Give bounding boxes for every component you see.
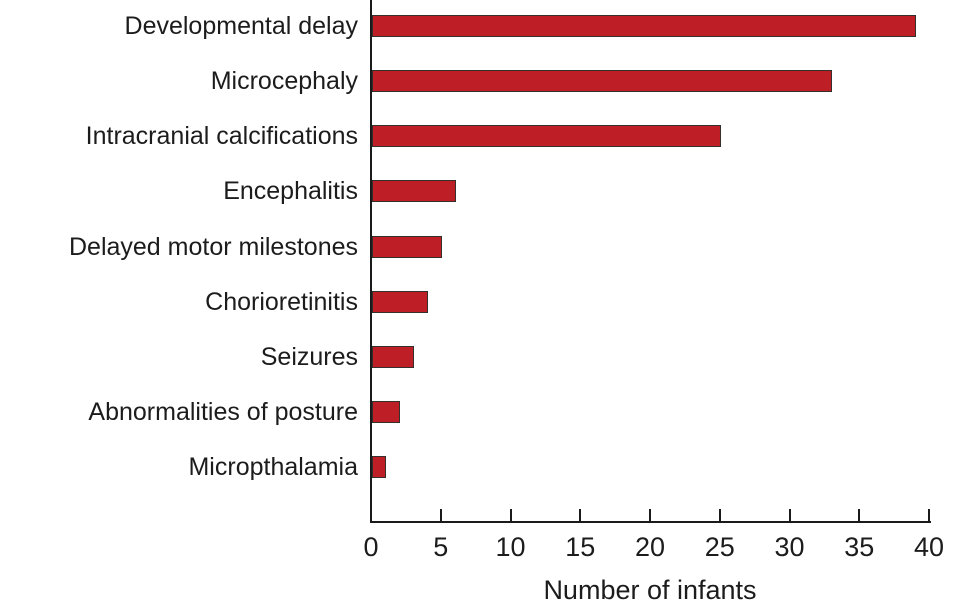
x-tick-label: 40 bbox=[913, 532, 945, 562]
category-label: Seizures bbox=[260, 342, 358, 371]
x-axis-line bbox=[370, 521, 931, 523]
x-tick-label: 15 bbox=[565, 532, 596, 562]
category-label: Abnormalities of posture bbox=[88, 397, 358, 426]
x-tick-label: 0 bbox=[363, 532, 379, 562]
category-label: Encephalitis bbox=[223, 177, 358, 206]
category-label: Delayed motor milestones bbox=[68, 232, 358, 261]
x-tick bbox=[718, 509, 721, 522]
category-label: Intracranial calcifications bbox=[85, 122, 358, 151]
x-tick bbox=[509, 509, 512, 522]
bar bbox=[372, 345, 414, 368]
x-tick-label: 10 bbox=[495, 532, 526, 562]
x-tick bbox=[649, 509, 651, 522]
category-label: Developmental delay bbox=[124, 12, 358, 40]
bar bbox=[372, 235, 442, 258]
bar bbox=[372, 70, 833, 93]
bar bbox=[372, 125, 721, 148]
x-tick-label: 5 bbox=[433, 532, 449, 562]
category-label: Micropthalamia bbox=[188, 453, 358, 481]
bar bbox=[372, 290, 428, 313]
bar bbox=[372, 180, 456, 203]
x-tick-label: 25 bbox=[704, 532, 735, 562]
x-tick bbox=[439, 509, 442, 522]
x-tick bbox=[928, 509, 930, 522]
x-tick-label: 20 bbox=[634, 532, 666, 562]
bar bbox=[372, 400, 400, 423]
bar bbox=[372, 15, 917, 37]
y-axis-line bbox=[370, 0, 372, 523]
x-tick bbox=[858, 509, 861, 522]
x-tick bbox=[370, 509, 372, 522]
category-label: Chorioretinitis bbox=[205, 287, 358, 316]
x-tick-label: 35 bbox=[844, 532, 875, 562]
x-tick bbox=[579, 509, 582, 522]
x-tick bbox=[788, 509, 791, 522]
x-axis-title: Number of infants bbox=[543, 575, 757, 605]
category-label: Microcephaly bbox=[210, 67, 358, 96]
x-tick-label: 30 bbox=[774, 532, 805, 562]
bar bbox=[372, 456, 386, 478]
